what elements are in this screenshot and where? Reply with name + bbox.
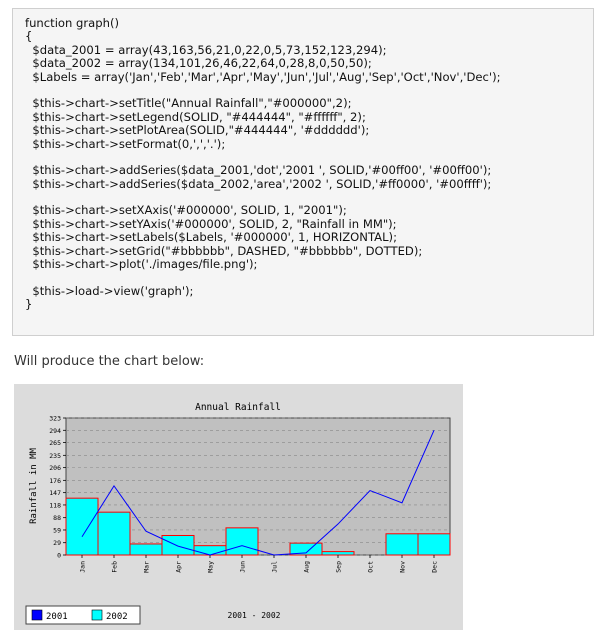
code-line: $this->chart->setLabels($Labels, '#00000… — [25, 230, 397, 245]
code-line: } — [25, 297, 33, 312]
x-tick-label: Nov — [399, 561, 407, 573]
y-tick-label: 147 — [49, 489, 61, 497]
y-tick-label: 176 — [49, 477, 61, 485]
y-tick-label: 206 — [49, 464, 61, 472]
x-axis-label: 2001 - 2002 — [228, 611, 281, 620]
code-line: function graph() — [25, 16, 120, 30]
x-tick-label: Mar — [143, 561, 151, 573]
y-tick-label: 0 — [57, 552, 61, 560]
code-line: $this->chart->plot('./images/file.png'); — [25, 257, 258, 272]
code-line — [25, 84, 593, 97]
y-tick-label: 88 — [53, 514, 61, 522]
x-tick-label: Jul — [271, 561, 279, 573]
code-line: $this->chart->addSeries($data_2002,'area… — [25, 176, 492, 191]
code-line: $this->chart->addSeries($data_2001,'dot'… — [25, 163, 492, 178]
y-tick-label: 265 — [49, 439, 61, 447]
code-line: $this->chart->setXAxis('#000000', SOLID,… — [25, 203, 347, 218]
code-line: $this->chart->setYAxis('#000000', SOLID,… — [25, 216, 397, 231]
x-tick-label: Apr — [175, 561, 183, 573]
code-line — [25, 271, 593, 284]
y-tick-label: 29 — [53, 539, 61, 547]
code-line: $this->chart->setPlotArea(SOLID,"#444444… — [25, 123, 370, 138]
code-line: $Labels = array('Jan','Feb','Mar','Apr',… — [25, 69, 501, 84]
code-line: $this->load->view('graph'); — [25, 283, 194, 298]
x-tick-label: Dec — [431, 561, 439, 573]
caption: Will produce the chart below: — [14, 354, 205, 369]
x-tick-label: Sep — [335, 561, 343, 573]
legend-label-2001: 2001 — [46, 612, 68, 622]
y-tick-label: 294 — [49, 427, 61, 435]
code-line — [25, 151, 593, 164]
code-line: $this->chart->setTitle("Annual Rainfall"… — [25, 96, 352, 111]
code-line — [25, 191, 593, 204]
x-tick-label: Jun — [239, 561, 247, 573]
code-block: function graph(){ $data_2001 = array(43,… — [12, 8, 594, 336]
code-line: $this->chart->setLegend(SOLID, "#444444"… — [25, 109, 366, 124]
y-axis-label: Rainfall in MM — [29, 447, 39, 523]
y-tick-label: 323 — [49, 415, 61, 423]
legend-swatch-2002 — [91, 609, 103, 621]
legend-swatch-2001 — [31, 609, 43, 621]
y-tick-label: 59 — [53, 526, 61, 534]
x-tick-label: May — [207, 561, 215, 573]
x-tick-label: Jan — [79, 561, 87, 573]
legend-box — [25, 605, 141, 625]
code-line: $this->chart->setGrid("#bbbbbb", DASHED,… — [25, 243, 423, 258]
x-tick-label: Oct — [367, 561, 375, 573]
x-tick-label: Aug — [303, 561, 311, 573]
chart-title: Annual Rainfall — [195, 402, 281, 413]
chart-image: 0 29 59 88 118 147 176 206 235 265 294 323 Jan Feb Mar… — [14, 384, 463, 630]
chart-svg: 0 29 59 88 118 147 176 206 235 265 294 323 Jan Feb Mar… — [25, 402, 451, 625]
legend-label-2002: 2002 — [106, 612, 128, 622]
series-2001-line — [81, 430, 435, 556]
code-line: $this->chart->setFormat(0,',','.'); — [25, 136, 226, 151]
y-tick-label: 118 — [49, 501, 61, 509]
x-tick-label: Feb — [111, 561, 119, 573]
code-line: $data_2002 = array(134,101,26,46,22,64,0… — [25, 56, 372, 71]
y-tick-label: 235 — [49, 452, 61, 460]
code-line: $data_2001 = array(43,163,56,21,0,22,0,5… — [25, 42, 387, 57]
code-line: { — [25, 29, 33, 44]
